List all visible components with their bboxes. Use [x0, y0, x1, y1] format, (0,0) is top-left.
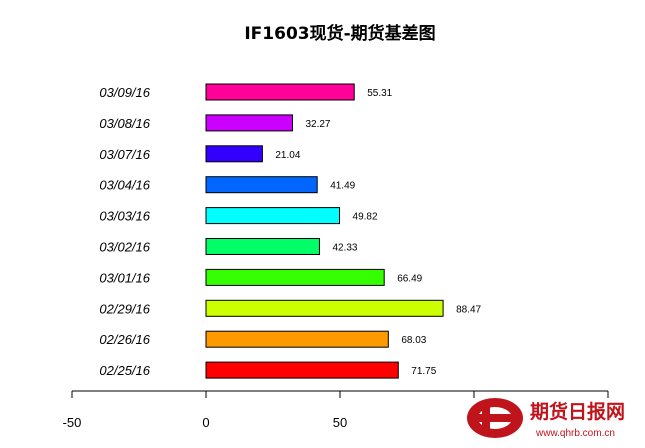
value-label: 71.75 — [411, 366, 436, 377]
value-label: 41.49 — [330, 181, 355, 192]
category-label: 03/08/16 — [99, 116, 150, 131]
value-label: 55.31 — [367, 88, 392, 99]
x-tick-label: 50 — [333, 415, 347, 430]
watermark-logo: 期货日报网 www.qhrb.com.cn — [467, 398, 625, 439]
x-tick-label: 0 — [202, 415, 209, 430]
logo-emblem-icon — [467, 398, 523, 438]
category-label: 03/02/16 — [99, 240, 150, 255]
bars-layer: 03/09/16 55.31 03/08/16 32.27 03/07/16 21.04 0… — [99, 83, 482, 379]
value-label: 32.27 — [305, 119, 330, 130]
bar — [205, 299, 444, 317]
value-label: 66.49 — [397, 273, 422, 284]
bar — [205, 207, 341, 225]
bar — [205, 176, 318, 194]
bar — [205, 268, 385, 286]
bar — [205, 330, 389, 348]
category-label: 03/03/16 — [99, 209, 150, 224]
category-label: 02/29/16 — [99, 301, 150, 316]
watermark-url: www.qhrb.com.cn — [535, 428, 615, 439]
value-label: 42.33 — [332, 243, 357, 254]
category-label: 03/01/16 — [99, 270, 150, 285]
value-label: 49.82 — [353, 212, 378, 223]
chart-title: IF1603现货-期货基差图 — [244, 23, 435, 44]
category-label: 02/26/16 — [99, 332, 150, 347]
watermark-text: 期货日报网 — [530, 400, 625, 423]
bar — [205, 361, 399, 379]
category-label: 03/09/16 — [99, 85, 150, 100]
value-label: 21.04 — [275, 150, 300, 161]
bar — [205, 83, 355, 101]
category-label: 03/04/16 — [99, 178, 150, 193]
category-label: 02/25/16 — [99, 363, 150, 378]
value-label: 68.03 — [401, 335, 426, 346]
category-label: 03/07/16 — [99, 147, 150, 162]
value-label: 88.47 — [456, 304, 481, 315]
bar — [205, 238, 320, 255]
x-axis: -50 0 50 — [63, 390, 609, 430]
bar — [205, 145, 263, 163]
x-tick-label: -50 — [63, 415, 82, 430]
bar — [205, 114, 293, 132]
